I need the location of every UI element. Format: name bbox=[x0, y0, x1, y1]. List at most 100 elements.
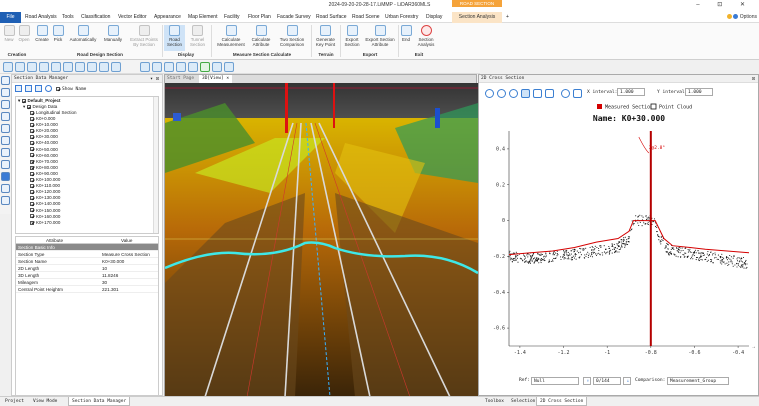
tree-scrollbar[interactable] bbox=[153, 97, 158, 233]
menu-urban-forestry[interactable]: Urban Forestry bbox=[385, 14, 419, 20]
pin-icon[interactable]: ▾ ⊡ bbox=[149, 76, 159, 82]
y-interval-input[interactable]: 1.000 bbox=[685, 88, 713, 96]
new-button[interactable]: New bbox=[3, 25, 15, 42]
tab-start-page[interactable]: Start Page bbox=[167, 76, 195, 81]
settings-icon[interactable] bbox=[45, 85, 52, 92]
split-tool-icon[interactable] bbox=[188, 62, 198, 72]
sketch-icon[interactable] bbox=[1, 100, 10, 109]
fit-view-icon[interactable] bbox=[51, 62, 61, 72]
add-tab-button[interactable]: + bbox=[506, 14, 509, 20]
refresh-icon[interactable] bbox=[25, 85, 32, 92]
tab-2d-cross-section[interactable]: 2D Cross Section bbox=[536, 397, 588, 406]
zoom-tool-icon[interactable] bbox=[39, 62, 49, 72]
rotate-tool-icon[interactable] bbox=[27, 62, 37, 72]
pick-button[interactable]: Pick bbox=[52, 25, 64, 42]
menu-tools[interactable]: Tools bbox=[62, 14, 74, 20]
tree-station[interactable]: K0+80.000 bbox=[30, 165, 58, 171]
extract-points-button[interactable]: Extract Points By Section bbox=[128, 25, 160, 47]
palette-icon[interactable] bbox=[561, 89, 570, 98]
menu-appearance[interactable]: Appearance bbox=[154, 14, 181, 20]
tree-station[interactable]: K0+10.000 bbox=[30, 122, 58, 128]
pin-icon[interactable]: ⊡ bbox=[751, 76, 755, 82]
menu-facade-survey[interactable]: Facade Survey bbox=[277, 14, 311, 20]
menu-road-surface[interactable]: Road Surface bbox=[316, 14, 347, 20]
iso-view-icon[interactable] bbox=[99, 62, 109, 72]
automatically-button[interactable]: Automatically bbox=[66, 25, 100, 42]
calc-measurement-button[interactable]: Calculate Measurement bbox=[214, 25, 248, 47]
pan-tool-icon[interactable] bbox=[15, 62, 25, 72]
end-button[interactable]: End bbox=[400, 25, 412, 42]
tree-station[interactable]: K0+30.000 bbox=[30, 134, 58, 140]
menu-road-analysis[interactable]: Road Analysis bbox=[25, 14, 57, 20]
page-indicator[interactable]: 0/144 bbox=[593, 377, 621, 385]
grid-icon[interactable] bbox=[573, 89, 582, 98]
menu-road-scene[interactable]: Road Scene bbox=[352, 14, 380, 20]
tab-project[interactable]: Project bbox=[5, 399, 24, 404]
tunnel-section-button[interactable]: Tunnel Section bbox=[187, 25, 208, 47]
camera-icon[interactable] bbox=[111, 62, 121, 72]
snap-tool-icon[interactable] bbox=[200, 62, 210, 72]
top-view-icon[interactable] bbox=[63, 62, 73, 72]
shield-icon[interactable] bbox=[1, 136, 10, 145]
delete-icon[interactable] bbox=[35, 85, 42, 92]
dots-icon[interactable] bbox=[1, 184, 10, 193]
image-icon[interactable] bbox=[1, 196, 10, 205]
options-menu[interactable]: Options bbox=[726, 14, 757, 20]
front-view-icon[interactable] bbox=[75, 62, 85, 72]
next-arrow-icon[interactable]: ↓ bbox=[623, 377, 631, 385]
redo-icon[interactable] bbox=[509, 89, 518, 98]
show-name-checkbox[interactable]: Show Name bbox=[56, 86, 86, 92]
polyline-tool-icon[interactable] bbox=[212, 62, 222, 72]
cross-tool-icon[interactable] bbox=[164, 62, 174, 72]
tree-station[interactable]: K0+140.000 bbox=[30, 201, 60, 207]
point-cloud-view[interactable] bbox=[165, 83, 478, 397]
tree-project[interactable]: ▾ Default_Project bbox=[18, 98, 61, 103]
window-controls[interactable]: – ⊡ ✕ bbox=[696, 2, 753, 8]
export-section-attribute-button[interactable]: Export Section Attribute bbox=[363, 25, 397, 47]
import-icon[interactable] bbox=[15, 85, 22, 92]
tab-view-mode[interactable]: View Mode bbox=[33, 399, 58, 404]
two-section-comparison-button[interactable]: Two Section Comparison bbox=[275, 25, 309, 47]
side-view-icon[interactable] bbox=[87, 62, 97, 72]
tree-station[interactable]: K0+120.000 bbox=[30, 189, 60, 195]
3d-icon[interactable] bbox=[1, 172, 10, 181]
ref-select[interactable]: Null bbox=[531, 377, 579, 385]
manually-button[interactable]: Manually bbox=[100, 25, 126, 42]
curve-icon[interactable] bbox=[521, 89, 530, 98]
tab-3d-view[interactable]: 3D[View] ✕ bbox=[199, 75, 233, 83]
brush-icon[interactable] bbox=[1, 112, 10, 121]
select-tool-icon[interactable] bbox=[3, 62, 13, 72]
tab-toolbox[interactable]: Toolbox bbox=[485, 399, 504, 404]
tree-longitudinal[interactable]: Longitudinal Section bbox=[30, 110, 77, 116]
menu-file[interactable]: File bbox=[0, 12, 21, 23]
prev-arrow-icon[interactable]: ↑ bbox=[583, 377, 591, 385]
ruler-icon[interactable] bbox=[533, 89, 542, 98]
menu-display[interactable]: Display bbox=[426, 14, 443, 20]
node-tool-icon[interactable] bbox=[176, 62, 186, 72]
road-section-button[interactable]: Road Section bbox=[164, 25, 185, 51]
tree-station[interactable]: K0+40.000 bbox=[30, 140, 58, 146]
tree-station[interactable]: K0+150.000 bbox=[30, 208, 60, 214]
tab-section-data-manager[interactable]: Section Data Manager bbox=[68, 397, 131, 406]
2d-icon[interactable] bbox=[1, 160, 10, 169]
menu-facility[interactable]: Facility bbox=[224, 14, 240, 20]
refresh-icon[interactable] bbox=[485, 89, 494, 98]
tree-station[interactable]: K0+170.000 bbox=[30, 220, 60, 226]
section-analysis-exit-button[interactable]: Section Analysis bbox=[414, 25, 438, 47]
add-point-icon[interactable] bbox=[497, 89, 506, 98]
calc-attribute-button[interactable]: Calculate Attribute bbox=[248, 25, 274, 47]
tree-station[interactable]: K0+100.000 bbox=[30, 177, 60, 183]
cross-section-chart[interactable]: Measured Section Point Cloud Name: K0+30.0… bbox=[479, 101, 759, 367]
chart-icon[interactable] bbox=[545, 89, 554, 98]
frame-icon[interactable] bbox=[140, 62, 150, 72]
menu-classification[interactable]: Classification bbox=[81, 14, 111, 20]
line-tool-icon[interactable] bbox=[152, 62, 162, 72]
tree-station[interactable]: K0+130.000 bbox=[30, 195, 60, 201]
tree-station[interactable]: K0+50.000 bbox=[30, 147, 58, 153]
point-icon[interactable] bbox=[1, 124, 10, 133]
tree-design-data[interactable]: ▾ Design Data bbox=[23, 104, 58, 109]
edit-icon[interactable] bbox=[1, 88, 10, 97]
tree-station[interactable]: K0+160.000 bbox=[30, 214, 60, 220]
create-button[interactable]: Create bbox=[34, 25, 50, 42]
menu-section-analysis[interactable]: Section Analysis bbox=[452, 12, 502, 23]
